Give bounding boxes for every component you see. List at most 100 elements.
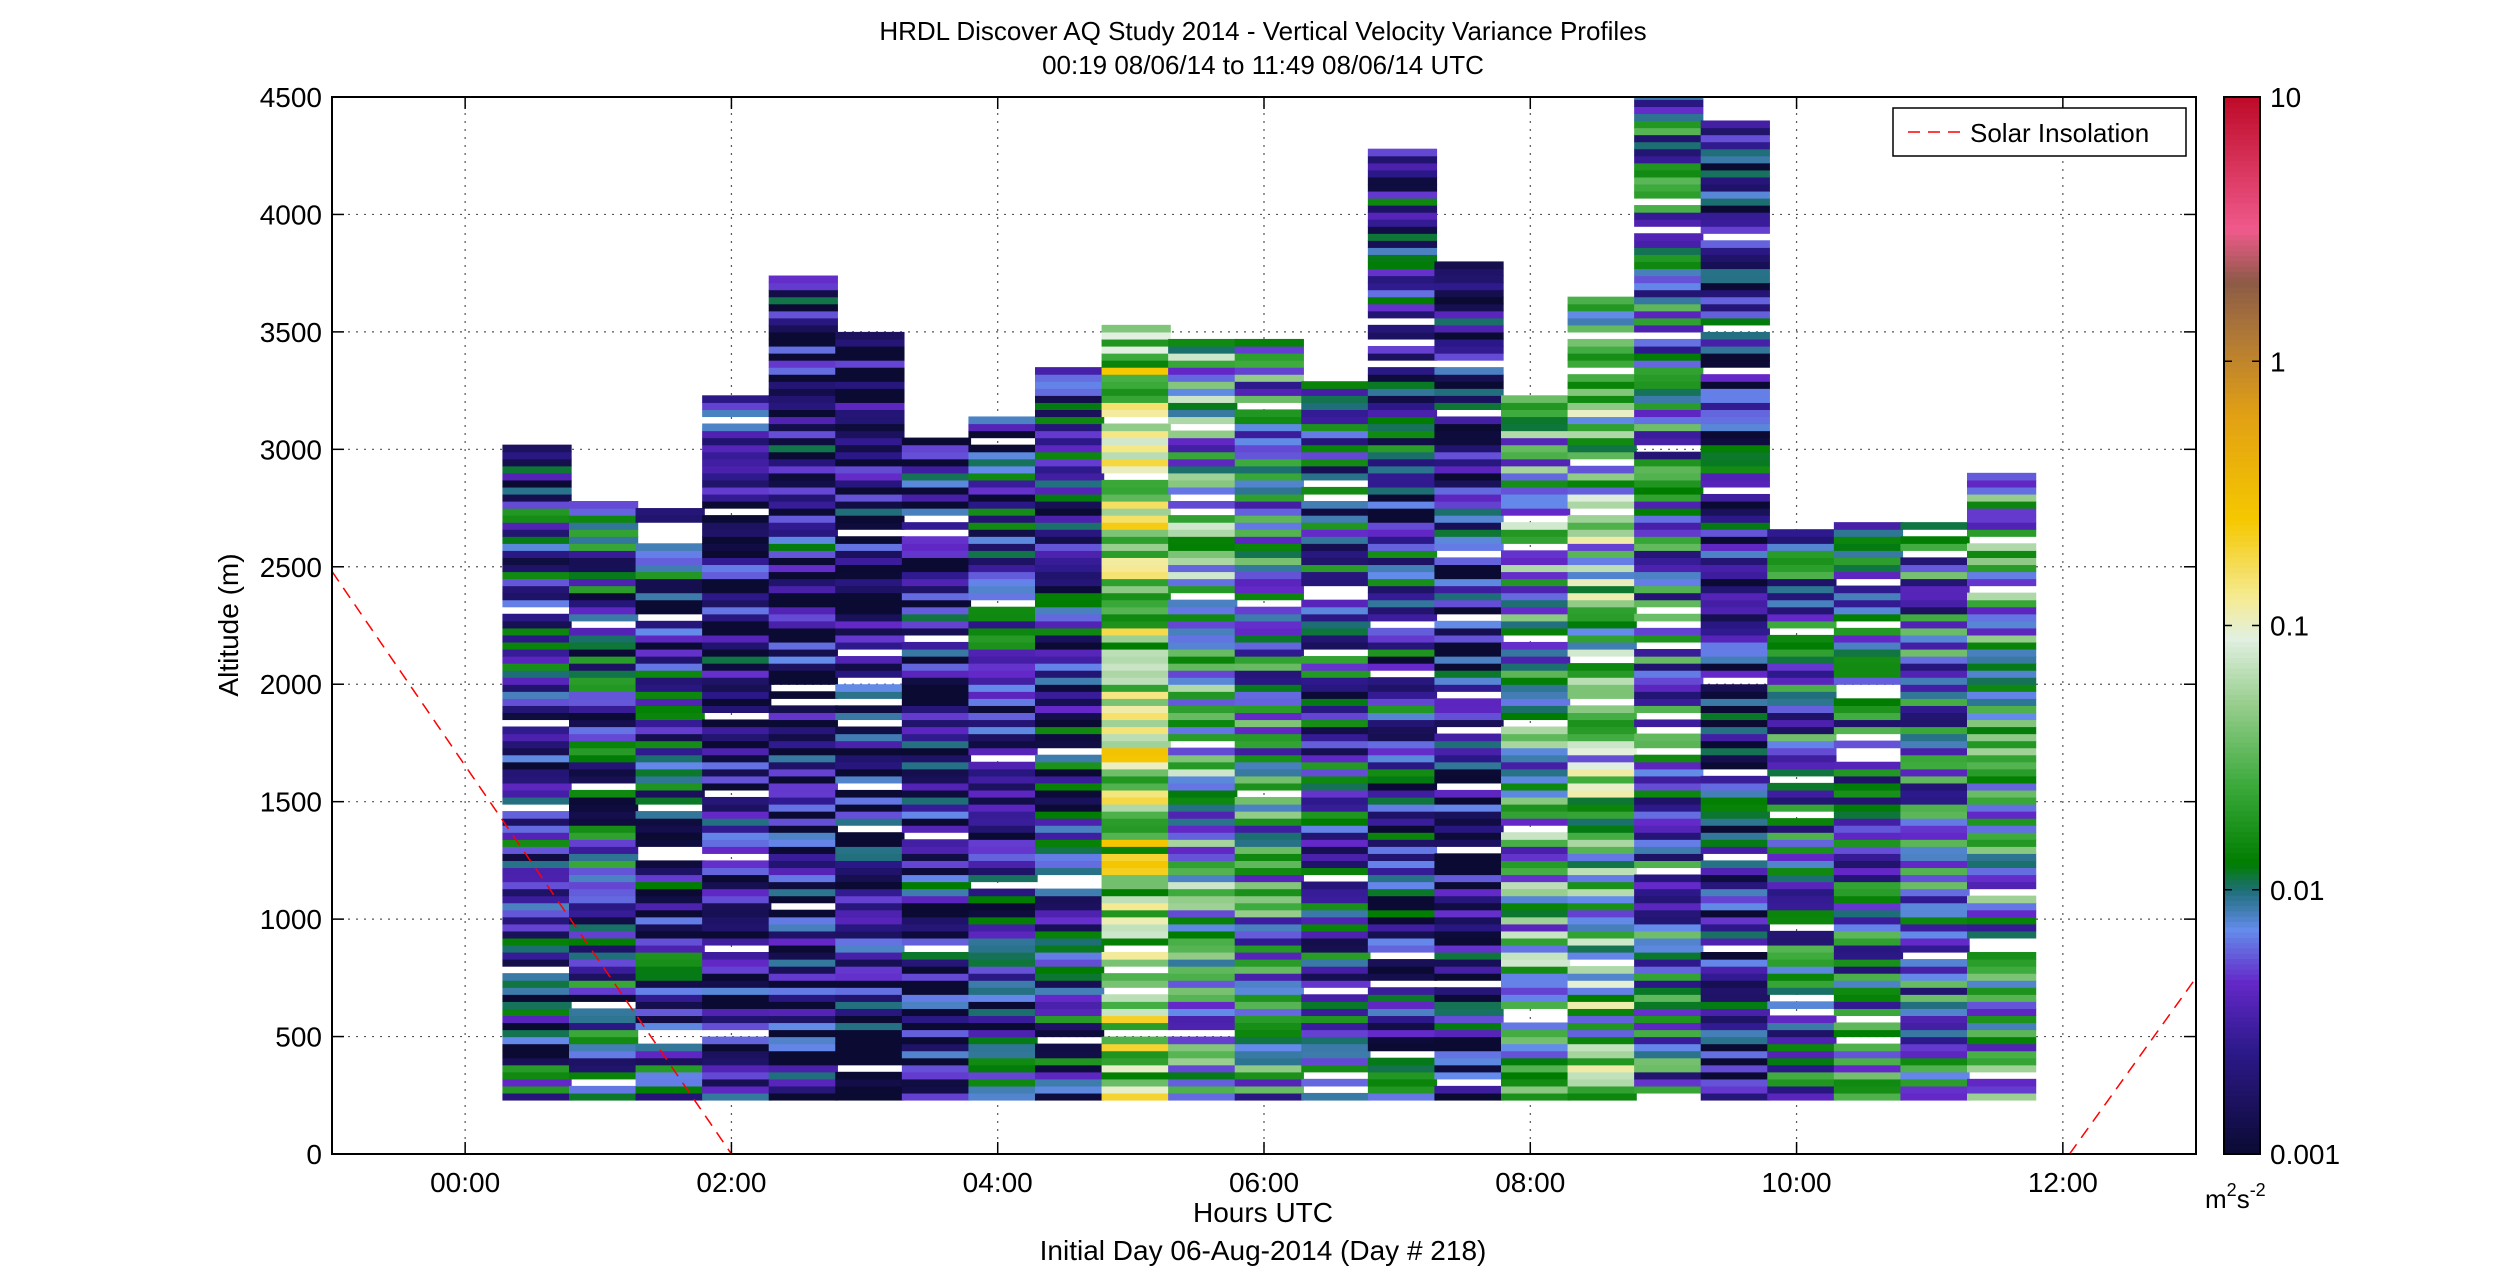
variance-cell — [1434, 578, 1504, 587]
variance-cell — [1234, 1085, 1304, 1094]
variance-cell — [502, 627, 572, 636]
variance-cell — [1168, 937, 1238, 946]
variance-cell — [1500, 536, 1571, 544]
variance-cell — [968, 486, 1038, 495]
variance-cell — [1434, 648, 1504, 657]
variance-cell — [1168, 536, 1238, 544]
variance-cell — [1567, 677, 1637, 685]
colorbar-segment — [2224, 329, 2260, 336]
variance-cell — [968, 804, 1038, 812]
variance-cell — [1434, 684, 1504, 692]
variance-cell — [1234, 980, 1304, 988]
variance-cell — [1634, 317, 1704, 326]
variance-cell — [968, 719, 1038, 728]
variance-cell — [1434, 825, 1504, 833]
variance-cell — [1900, 1015, 1970, 1024]
variance-cell — [1634, 353, 1704, 361]
variance-cell — [1634, 670, 1704, 678]
colorbar-segment — [2224, 990, 2260, 997]
variance-cell — [1900, 684, 1970, 692]
variance-cell — [568, 839, 639, 847]
variance-cell — [968, 973, 1038, 981]
variance-cell — [1367, 895, 1438, 904]
variance-cell — [1168, 719, 1238, 728]
variance-cell — [1700, 881, 1770, 890]
variance-cell — [1101, 557, 1171, 566]
colorbar-segment — [2224, 255, 2260, 262]
variance-cell — [1234, 1064, 1304, 1073]
variance-cell — [502, 1022, 572, 1031]
variance-cell — [768, 627, 838, 636]
variance-cell — [1101, 733, 1171, 742]
colorbar-segment — [2224, 181, 2260, 188]
variance-cell — [702, 726, 772, 735]
variance-cell — [1234, 691, 1304, 699]
variance-cell — [1434, 592, 1504, 601]
variance-cell — [1168, 895, 1238, 904]
variance-cell — [1966, 684, 2037, 692]
variance-cell — [635, 874, 705, 883]
variance-cell — [1700, 134, 1770, 143]
variance-cell — [1434, 338, 1504, 347]
variance-cell — [1234, 613, 1304, 622]
variance-cell — [1567, 811, 1637, 819]
variance-cell — [1234, 656, 1304, 664]
variance-cell — [702, 641, 772, 650]
variance-cell — [1567, 1064, 1637, 1073]
variance-cell — [901, 451, 972, 460]
colorbar-segment — [2224, 1101, 2260, 1108]
variance-cell — [502, 825, 572, 833]
variance-cell — [502, 536, 572, 544]
variance-cell — [768, 1057, 838, 1066]
variance-cell — [1101, 578, 1171, 587]
variance-cell — [1966, 733, 2037, 742]
variance-cell — [1900, 916, 1970, 925]
variance-cell — [1301, 839, 1371, 847]
colorbar-segment — [2224, 488, 2260, 494]
variance-cell — [901, 641, 972, 650]
variance-cell — [1367, 219, 1438, 227]
variance-cell — [1500, 648, 1571, 657]
x-tick-label: 00:00 — [430, 1167, 500, 1198]
variance-cell — [1567, 987, 1637, 995]
variance-cell — [1101, 705, 1171, 714]
variance-cell — [1034, 641, 1105, 650]
variance-cell — [1833, 1071, 1904, 1080]
variance-cell — [1833, 712, 1904, 721]
variance-cell — [1700, 761, 1770, 770]
variance-cell — [968, 501, 1038, 509]
variance-cell — [968, 874, 1038, 883]
variance-cell — [635, 564, 705, 573]
variance-cell — [635, 599, 705, 608]
variance-cell — [1234, 381, 1304, 389]
variance-cell — [1234, 592, 1304, 601]
variance-cell — [768, 522, 838, 530]
variance-cell — [1900, 846, 1970, 854]
variance-cell — [1634, 818, 1704, 826]
variance-cell — [1034, 620, 1105, 629]
variance-cell — [1367, 515, 1438, 523]
variance-cell — [1168, 663, 1238, 671]
variance-cell — [768, 395, 838, 403]
variance-cell — [702, 648, 772, 657]
variance-cell — [1966, 1078, 2037, 1087]
variance-cell — [835, 1071, 905, 1080]
variance-cell — [1500, 1001, 1571, 1009]
variance-cell — [1301, 719, 1371, 728]
variance-cell — [502, 599, 572, 608]
variance-cell — [502, 839, 572, 847]
variance-cell — [1301, 1029, 1371, 1038]
colorbar-segment — [2224, 165, 2260, 172]
variance-cell — [1234, 663, 1304, 671]
variance-cell — [1567, 599, 1637, 608]
colorbar-segment — [2224, 921, 2260, 928]
variance-cell — [502, 1078, 572, 1087]
variance-cell — [1634, 367, 1704, 375]
variance-cell — [1168, 825, 1238, 833]
variance-cell — [768, 1001, 838, 1009]
colorbar-segment — [2224, 271, 2260, 278]
colorbar-segment — [2224, 202, 2260, 209]
variance-cell — [835, 832, 905, 840]
variance-cell — [835, 634, 905, 643]
variance-cell — [835, 811, 905, 819]
